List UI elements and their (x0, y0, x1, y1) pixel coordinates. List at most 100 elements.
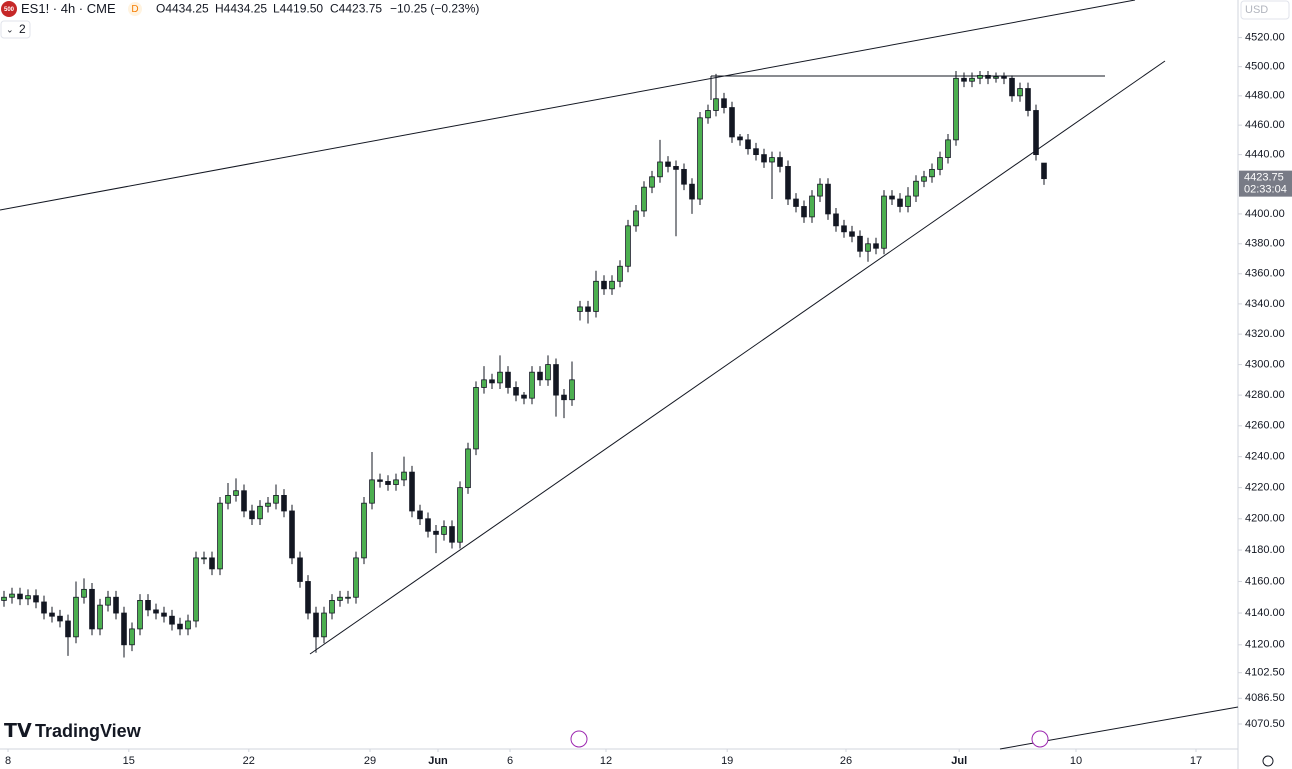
candle-body (273, 495, 279, 504)
candle-body (665, 161, 671, 167)
y-tick-label: 4360.00 (1245, 268, 1285, 280)
candle-body (537, 371, 543, 381)
candle-body (753, 148, 759, 156)
candle-body (473, 387, 479, 450)
candle-body (657, 161, 663, 178)
candle-body (889, 195, 895, 200)
x-tick-label: Jul (951, 755, 967, 767)
candle-body (729, 107, 735, 138)
candle-body (673, 166, 679, 170)
symbol-icon-text: 500 (4, 7, 15, 13)
candle-body (369, 479, 375, 504)
event-marker[interactable] (1031, 730, 1049, 748)
y-tick-label: 4320.00 (1245, 328, 1285, 340)
legend-header: 500 ES1! · 4h · CME D O4434.25 H4434.25 … (0, 1, 479, 39)
candle-body (17, 593, 23, 600)
candle-body (49, 612, 55, 617)
x-tick-label: 29 (364, 755, 376, 767)
candle-body (241, 490, 247, 512)
x-tick-label: 22 (243, 755, 255, 767)
candle-body (1017, 88, 1023, 97)
candle-body (233, 490, 239, 496)
indicators-count: 2 (19, 22, 26, 36)
y-tick-label: 4220.00 (1245, 482, 1285, 494)
y-tick-label: 4280.00 (1245, 389, 1285, 401)
candle-body (265, 502, 271, 507)
candle-body (377, 479, 383, 482)
candle-body (529, 371, 535, 399)
candle-body (545, 364, 551, 381)
symbol-title[interactable]: ES1! · 4h · CME (21, 1, 116, 16)
candle-body (873, 243, 879, 249)
candle-body (1, 596, 7, 601)
y-tick-label: 4120.00 (1245, 639, 1285, 651)
x-tick-label: 15 (123, 755, 135, 767)
trend-line (0, 0, 1136, 211)
candle-body (321, 612, 327, 638)
x-tick-label: 10 (1070, 755, 1082, 767)
candle-body (409, 471, 415, 512)
y-tick-label: 4380.00 (1245, 238, 1285, 250)
x-tick-label: Jun (428, 755, 448, 767)
event-marker[interactable] (570, 730, 588, 748)
candle-body (153, 609, 159, 614)
x-tick-label: 12 (600, 755, 612, 767)
candle-body (449, 526, 455, 543)
candle-body (921, 176, 927, 182)
candle-body (993, 76, 999, 79)
candle-body (129, 628, 135, 646)
candle-body (953, 77, 959, 141)
candle-body (57, 615, 63, 622)
candle-body (329, 600, 335, 614)
candle-body (345, 596, 351, 599)
settings-icon[interactable] (1262, 755, 1274, 767)
candle-body (801, 206, 807, 218)
candle-body (113, 596, 119, 614)
candle-body (577, 306, 583, 312)
candle-body (569, 379, 575, 401)
candle-body (969, 77, 975, 82)
candle-body (209, 557, 215, 570)
badge (128, 2, 142, 16)
candle-body (625, 225, 631, 267)
candle-body (193, 557, 199, 622)
y-tick-label: 4520.00 (1245, 31, 1285, 43)
candle-body (697, 117, 703, 200)
candle-body (937, 157, 943, 170)
candle-body (337, 596, 343, 601)
candle-body (633, 210, 639, 227)
candle-body (721, 98, 727, 108)
candle-body (833, 213, 839, 227)
candle-body (105, 596, 111, 606)
candle-body (585, 306, 591, 312)
ohlc-low: L4419.50 (273, 2, 323, 16)
candle-body (1033, 110, 1039, 156)
y-tick-label: 4460.00 (1245, 119, 1285, 131)
indicators-toggle[interactable] (0, 20, 31, 39)
candle-body (161, 612, 167, 617)
candle-body (313, 612, 319, 638)
candle-body (225, 495, 231, 504)
candle-body (137, 600, 143, 630)
candle-body (465, 448, 471, 489)
candle-body (713, 98, 719, 111)
symbol-icon (1, 1, 17, 17)
candle-body (217, 502, 223, 570)
chevron: ⌄ (6, 24, 14, 34)
currency-button[interactable] (1240, 0, 1290, 20)
x-tick-label: 26 (840, 755, 852, 767)
candle-body (745, 139, 751, 150)
candle-body (25, 595, 31, 600)
candle-body (297, 557, 303, 582)
candle-body (457, 487, 463, 543)
candle-body (809, 195, 815, 218)
logo-text: TradingView (35, 721, 142, 741)
candle-body (353, 557, 359, 598)
candle-body (689, 183, 695, 200)
ohlc-close: C4423.75 (330, 2, 382, 16)
candle-body (1001, 76, 1007, 79)
candle-body (857, 235, 863, 252)
candle-body (417, 510, 423, 520)
y-tick-label: 4300.00 (1245, 358, 1285, 370)
